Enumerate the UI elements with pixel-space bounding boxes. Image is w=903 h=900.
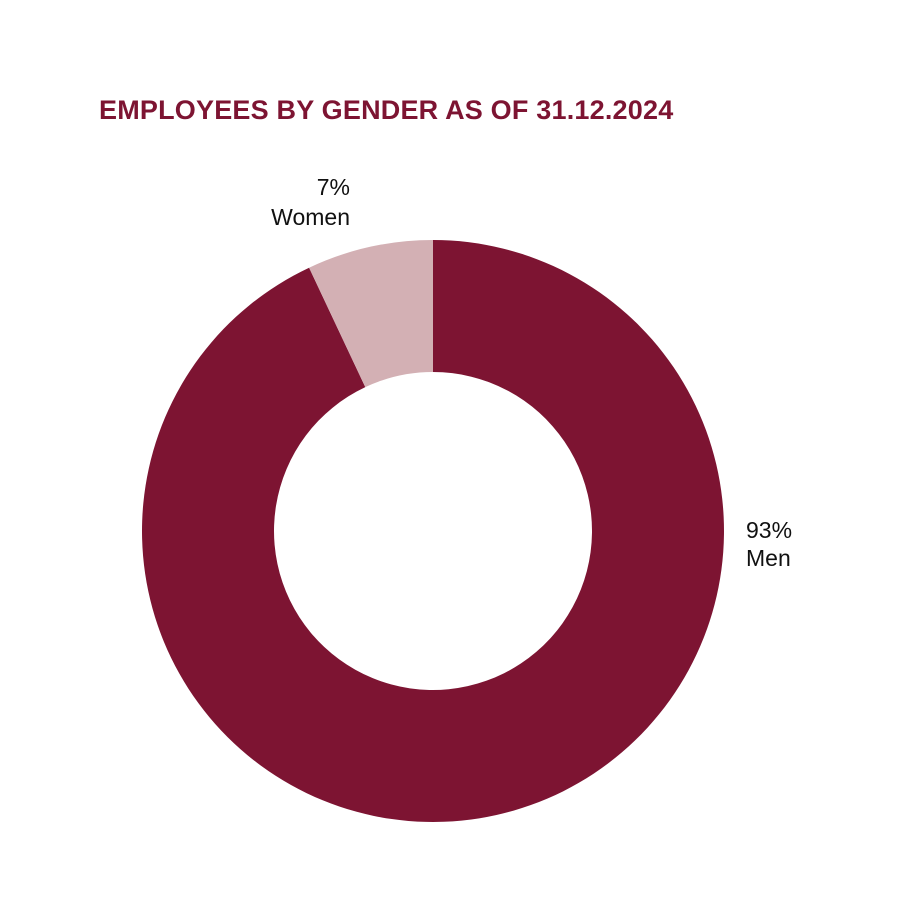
chart-title: EMPLOYEES BY GENDER AS OF 31.12.2024	[99, 95, 674, 125]
donut-labels: 93%Men 7% Women	[271, 174, 792, 571]
donut-slices	[142, 240, 724, 822]
slice-men	[142, 240, 724, 822]
slice-women-category-label: Women	[271, 204, 350, 230]
slice-men-value-label: 93%	[746, 517, 792, 543]
slice-women	[309, 240, 433, 388]
slice-men-category-label: Men	[746, 545, 791, 571]
slice-women-value-label: 7%	[317, 174, 350, 200]
